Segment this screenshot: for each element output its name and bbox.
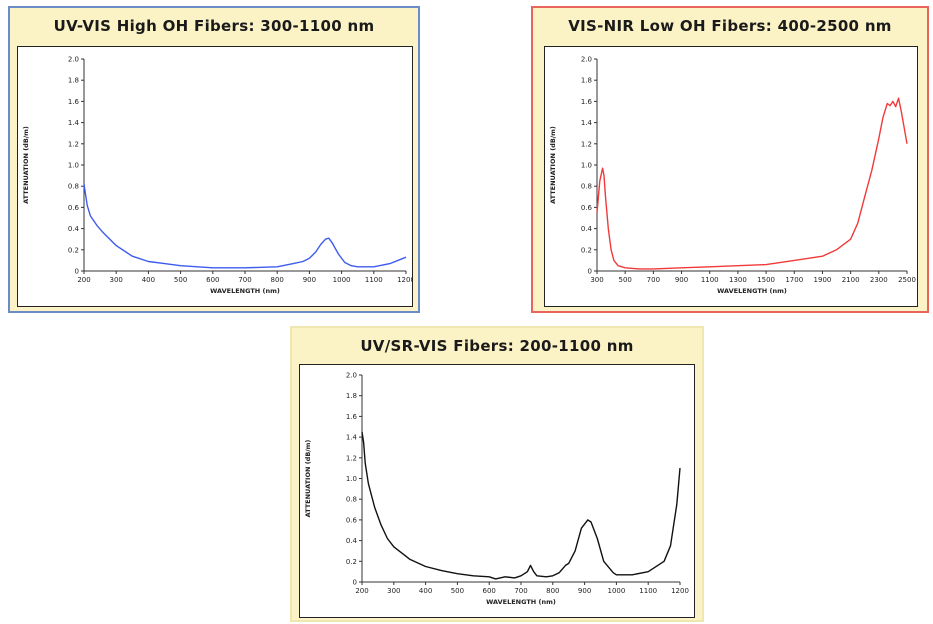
x-tick-label: 300 xyxy=(590,276,603,284)
x-axis-label: WAVELENGTH (nm) xyxy=(486,598,556,606)
y-tick-label: 0.4 xyxy=(581,225,593,233)
x-tick-label: 2300 xyxy=(870,276,888,284)
y-tick-label: 0.6 xyxy=(68,204,80,212)
x-tick-label: 400 xyxy=(419,587,432,595)
x-tick-label: 700 xyxy=(238,276,251,284)
x-axis-label: WAVELENGTH (nm) xyxy=(717,287,787,295)
y-tick-label: 2.0 xyxy=(68,56,79,64)
y-tick-label: 1.2 xyxy=(68,140,79,148)
y-tick-label: 1.8 xyxy=(346,392,357,400)
x-tick-label: 1900 xyxy=(814,276,832,284)
x-tick-label: 500 xyxy=(174,276,187,284)
y-tick-label: 0.8 xyxy=(346,496,357,504)
x-tick-label: 700 xyxy=(514,587,527,595)
x-tick-label: 1300 xyxy=(729,276,747,284)
x-tick-label: 1000 xyxy=(607,587,625,595)
plot-area: 0 0.2 0.4 0.6 0.8 1.0 1.2 1.4 1.6 1.8 2.0 300 500 700… xyxy=(544,46,918,307)
y-tick-label: 0.4 xyxy=(68,225,80,233)
y-tick-label: 1.0 xyxy=(581,162,592,170)
y-tick-label: 1.6 xyxy=(68,98,80,106)
y-tick-label: 0 xyxy=(353,579,357,587)
plot-area: 0 0.2 0.4 0.6 0.8 1.0 1.2 1.4 1.6 1.8 2.0 200 300 400… xyxy=(17,46,413,307)
y-tick-label: 2.0 xyxy=(346,372,357,380)
plot-area: 0 0.2 0.4 0.6 0.8 1.0 1.2 1.4 1.6 1.8 2.0 200 300 400… xyxy=(299,364,695,618)
y-tick-label: 1.6 xyxy=(581,98,593,106)
x-tick-label: 1100 xyxy=(701,276,719,284)
x-tick-label: 900 xyxy=(303,276,316,284)
x-tick-label: 1200 xyxy=(397,276,412,284)
y-tick-label: 0.6 xyxy=(581,204,593,212)
series-line-0 xyxy=(84,184,406,268)
y-tick-label: 1.0 xyxy=(346,475,357,483)
x-tick-label: 1700 xyxy=(785,276,803,284)
y-tick-label: 0.4 xyxy=(346,537,358,545)
y-tick-label: 0.6 xyxy=(346,516,358,524)
x-tick-label: 1500 xyxy=(757,276,775,284)
x-tick-label: 800 xyxy=(546,587,559,595)
chart-panel-uv-sr-vis: UV/SR-VIS Fibers: 200-1100 nm 0 0.2 0.4 0.6… xyxy=(290,326,704,622)
x-axis-label: WAVELENGTH (nm) xyxy=(210,287,280,295)
chart-panel-uv-vis: UV-VIS High OH Fibers: 300-1100 nm 0 0.2 0… xyxy=(8,6,420,313)
y-axis-label: ATTENUATION (dB/m) xyxy=(549,126,557,204)
x-tick-label: 500 xyxy=(618,276,631,284)
series-line-0 xyxy=(597,98,907,269)
x-tick-label: 1200 xyxy=(671,587,689,595)
chart-svg: 0 0.2 0.4 0.6 0.8 1.0 1.2 1.4 1.6 1.8 2.0 300 500 700… xyxy=(545,47,917,306)
x-tick-label: 800 xyxy=(271,276,284,284)
x-tick-label: 200 xyxy=(355,587,368,595)
x-tick-label: 700 xyxy=(647,276,660,284)
x-tick-label: 1100 xyxy=(639,587,657,595)
y-axis-label: ATTENUATION (dB/m) xyxy=(304,440,312,518)
y-tick-label: 0.2 xyxy=(68,246,79,254)
chart-title: VIS-NIR Low OH Fibers: 400-2500 nm xyxy=(533,17,927,35)
y-tick-label: 0 xyxy=(588,268,592,276)
y-tick-label: 1.8 xyxy=(68,77,79,85)
x-tick-label: 400 xyxy=(142,276,155,284)
y-tick-label: 0.2 xyxy=(581,246,592,254)
y-tick-label: 0 xyxy=(75,268,79,276)
x-tick-label: 900 xyxy=(675,276,688,284)
chart-panel-vis-nir: VIS-NIR Low OH Fibers: 400-2500 nm 0 0.2 0… xyxy=(531,6,929,313)
y-tick-label: 2.0 xyxy=(581,56,592,64)
x-tick-label: 2100 xyxy=(842,276,860,284)
x-tick-label: 300 xyxy=(110,276,123,284)
x-tick-label: 300 xyxy=(387,587,400,595)
x-tick-label: 1000 xyxy=(333,276,351,284)
x-tick-label: 2500 xyxy=(898,276,916,284)
y-tick-label: 1.4 xyxy=(581,119,593,127)
y-tick-label: 0.2 xyxy=(346,558,357,566)
y-tick-label: 1.2 xyxy=(581,140,592,148)
y-tick-label: 1.4 xyxy=(68,119,80,127)
y-tick-label: 0.8 xyxy=(581,183,592,191)
chart-title: UV-VIS High OH Fibers: 300-1100 nm xyxy=(10,17,418,35)
y-axis-label: ATTENUATION (dB/m) xyxy=(22,126,30,204)
chart-svg: 0 0.2 0.4 0.6 0.8 1.0 1.2 1.4 1.6 1.8 2.0 200 300 400… xyxy=(300,365,694,617)
y-tick-label: 1.8 xyxy=(581,77,592,85)
y-tick-label: 1.2 xyxy=(346,454,357,462)
chart-title: UV/SR-VIS Fibers: 200-1100 nm xyxy=(292,337,702,355)
x-tick-label: 1100 xyxy=(365,276,383,284)
x-tick-label: 500 xyxy=(451,587,464,595)
series-line-0 xyxy=(362,432,680,579)
x-tick-label: 600 xyxy=(483,587,496,595)
x-tick-label: 600 xyxy=(206,276,219,284)
y-tick-label: 1.6 xyxy=(346,413,358,421)
chart-svg: 0 0.2 0.4 0.6 0.8 1.0 1.2 1.4 1.6 1.8 2.0 200 300 400… xyxy=(18,47,412,306)
x-tick-label: 900 xyxy=(578,587,591,595)
y-tick-label: 1.4 xyxy=(346,434,358,442)
y-tick-label: 1.0 xyxy=(68,162,79,170)
y-tick-label: 0.8 xyxy=(68,183,79,191)
x-tick-label: 200 xyxy=(77,276,90,284)
